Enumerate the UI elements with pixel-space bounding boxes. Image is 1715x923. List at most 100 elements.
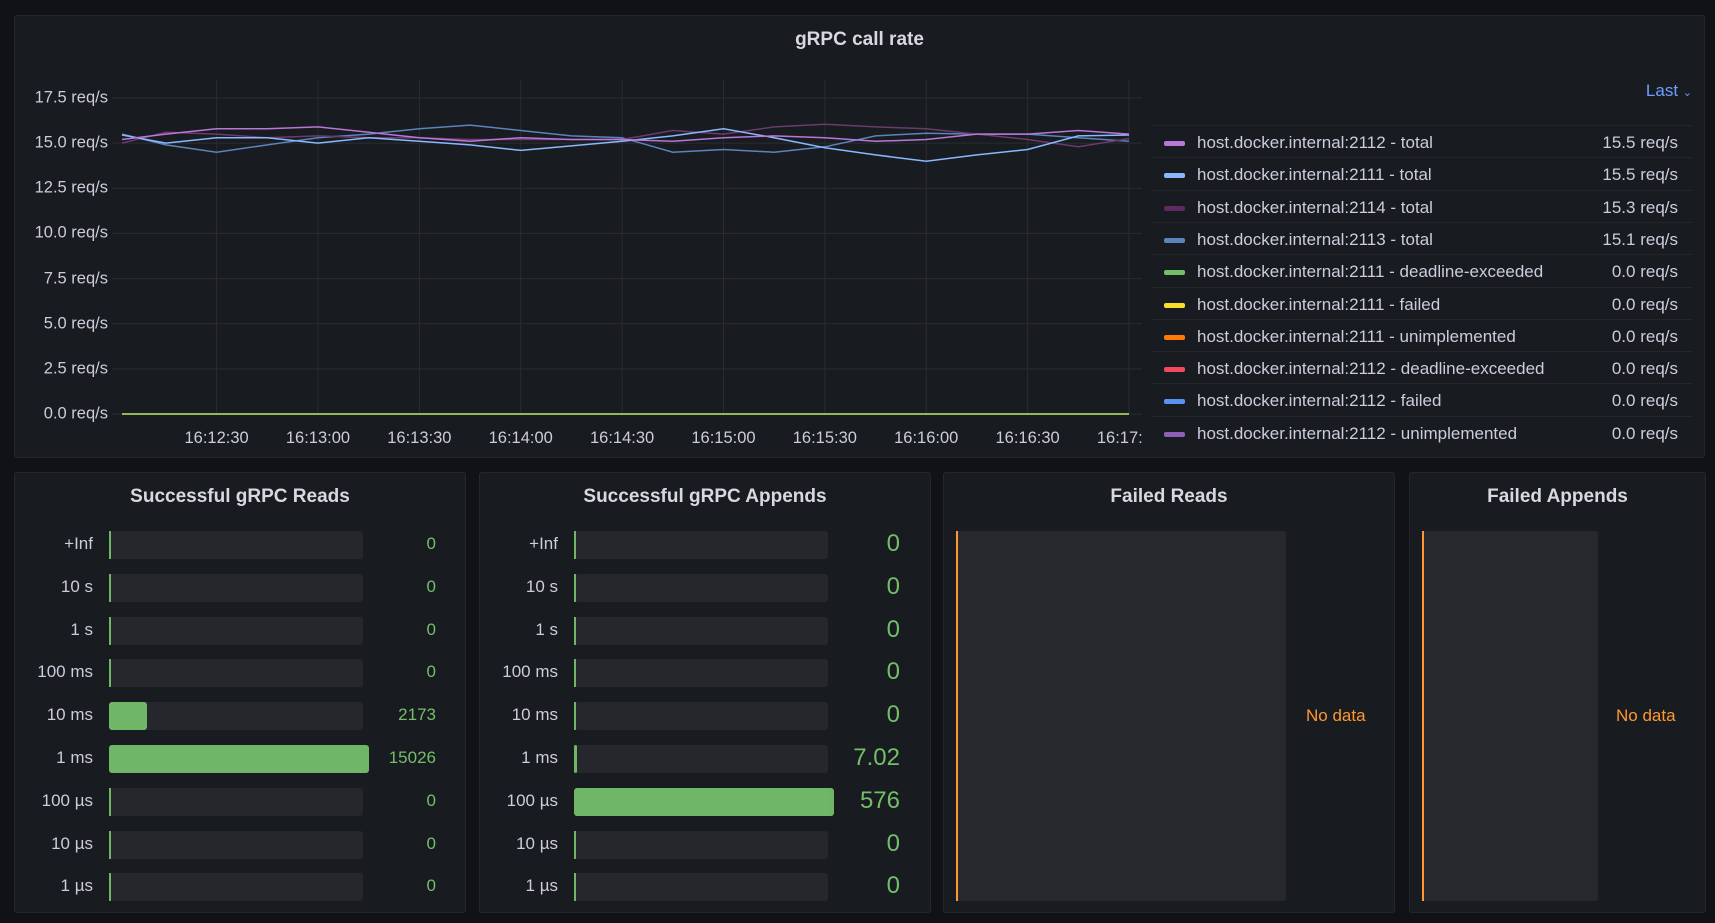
bar-track (574, 531, 828, 559)
failed-appends-panel: Failed Appends No data (1409, 472, 1706, 913)
bar-fill (109, 830, 111, 859)
legend-item[interactable]: host.docker.internal:2112 - failed 0.0 re… (1152, 383, 1692, 418)
bar-gauge-row: +Inf 0 (480, 530, 930, 559)
legend-item[interactable]: host.docker.internal:2112 - deadline-exc… (1152, 351, 1692, 386)
series-color-swatch-icon (1164, 431, 1185, 437)
bar-track (109, 830, 363, 859)
legend-series-name: host.docker.internal:2111 - failed (1197, 294, 1441, 314)
legend-item[interactable]: host.docker.internal:2113 - total 15.1 re… (1152, 221, 1692, 257)
series-color-swatch-icon (1164, 270, 1185, 276)
bar-fill (109, 659, 111, 688)
legend-series-name: host.docker.internal:2112 - failed (1197, 391, 1442, 411)
bar-fill (574, 873, 576, 902)
legend-item[interactable]: host.docker.internal:2111 - total 15.5 re… (1152, 157, 1692, 192)
bucket-value: 0 (426, 662, 436, 682)
bucket-label: 100 ms (502, 662, 558, 682)
bucket-value: 0 (886, 658, 900, 686)
no-data-message: No data (1306, 706, 1366, 725)
bar-track (574, 787, 834, 816)
bar-gauge-row: 10 µs 0 (15, 830, 465, 859)
bucket-label: 100 ms (37, 662, 93, 682)
legend-item[interactable]: host.docker.internal:2111 - unimplemente… (1152, 318, 1692, 354)
series-line (121, 127, 1130, 162)
y-tick-label: 10.0 req/s (34, 223, 108, 242)
bar-track (109, 616, 363, 645)
bar-track (574, 573, 828, 602)
x-tick-label: 16:16:30 (996, 429, 1060, 447)
bar-gauge-row: 100 µs 576 (480, 787, 930, 816)
empty-gauge-area (1422, 531, 1598, 901)
bar-fill (109, 787, 111, 816)
legend-item[interactable]: host.docker.internal:2112 - total 15.5 re… (1152, 125, 1692, 160)
series-line (121, 126, 1130, 143)
bar-track (109, 873, 363, 902)
x-tick-label: 16:14:30 (590, 429, 654, 447)
panel-title: Failed Reads (1110, 486, 1228, 507)
legend-last-value: 15.1 req/s (1602, 229, 1678, 249)
y-tick-label: 5.0 req/s (43, 314, 108, 333)
legend-series-name: host.docker.internal:2111 - total (1197, 165, 1432, 185)
line-chart: 16:12:30 16:13:00 16:13:30 16:14:00 16:14:30… (112, 80, 1142, 447)
bucket-label: 10 ms (511, 705, 558, 725)
panel-title: gRPC call rate (795, 29, 924, 50)
bucket-label: 10 ms (46, 705, 93, 725)
y-tick-label: 2.5 req/s (43, 359, 108, 378)
legend-last-value: 0.0 req/s (1611, 423, 1678, 443)
bucket-label: 100 µs (41, 790, 93, 810)
bucket-label: 10 µs (51, 833, 93, 853)
bucket-label: 1 ms (521, 748, 558, 767)
bar-gauge-row: 10 ms 0 (480, 701, 930, 731)
bar-gauge-row: 10 µs 0 (480, 830, 930, 859)
series-color-swatch-icon (1164, 173, 1185, 179)
x-tick-label: 16:14:00 (489, 429, 553, 447)
bucket-label: 1 s (535, 619, 558, 639)
legend-last-value: 15.3 req/s (1602, 197, 1678, 217)
bucket-label: 1 µs (525, 876, 558, 896)
plot-area[interactable]: 16:12:30 16:13:00 16:13:30 16:14:00 16:14:30… (15, 16, 1142, 459)
y-tick-label: 15.0 req/s (34, 133, 108, 152)
bar-track (109, 745, 369, 773)
legend-series-name: host.docker.internal:2112 - total (1197, 133, 1433, 152)
legend-series-name: host.docker.internal:2111 - unimplemente… (1197, 326, 1516, 346)
bar-fill (574, 702, 576, 731)
bar-gauge-row: 1 ms 7.02 (480, 744, 930, 773)
empty-gauge-area (956, 531, 1286, 901)
x-tick-label: 16:16:00 (894, 429, 958, 447)
y-tick-label: 7.5 req/s (43, 269, 108, 288)
bar-gauge-row: 100 µs 0 (15, 787, 465, 816)
bar-track (109, 787, 363, 816)
legend-last-value: 0.0 req/s (1611, 359, 1678, 379)
bucket-label: 10 µs (516, 833, 558, 853)
bucket-value: 0 (886, 530, 900, 557)
bar-fill (109, 616, 111, 645)
bar-gauge-row: 1 s 0 (480, 615, 930, 645)
bucket-value: 0 (886, 615, 900, 643)
bucket-label: +Inf (64, 534, 93, 553)
bar-track (574, 702, 828, 731)
legend-item[interactable]: host.docker.internal:2114 - total 15.3 re… (1152, 189, 1692, 225)
legend-item[interactable]: host.docker.internal:2111 - deadline-exc… (1152, 254, 1692, 289)
y-tick-label: 17.5 req/s (34, 88, 108, 107)
legend-item[interactable]: host.docker.internal:2111 - failed 0.0 re… (1152, 286, 1692, 322)
bar-gauge-row: 1 ms 15026 (15, 745, 465, 773)
bucket-value: 0 (426, 790, 436, 810)
bucket-label: +Inf (529, 534, 558, 553)
bar-track (574, 745, 828, 773)
legend-header-label: Last (1645, 81, 1679, 100)
bucket-value: 0 (886, 872, 900, 900)
bar-track (574, 616, 828, 645)
series-color-swatch-icon (1164, 367, 1185, 373)
bar-fill (109, 702, 147, 731)
bucket-value: 0 (426, 833, 436, 853)
legend-sort-last-button[interactable]: Last ⌄ (1646, 81, 1692, 101)
legend-item[interactable]: host.docker.internal:2112 - unimplemente… (1152, 415, 1692, 444)
bar-fill (574, 787, 834, 816)
chevron-down-icon: ⌄ (1682, 87, 1692, 99)
bar-track (574, 873, 828, 902)
series-color-swatch-icon (1164, 399, 1185, 405)
bucket-label: 1 ms (56, 748, 93, 767)
bar-track (109, 573, 363, 602)
bucket-value: 0 (886, 701, 900, 729)
legend-series-name: host.docker.internal:2113 - total (1197, 229, 1433, 249)
